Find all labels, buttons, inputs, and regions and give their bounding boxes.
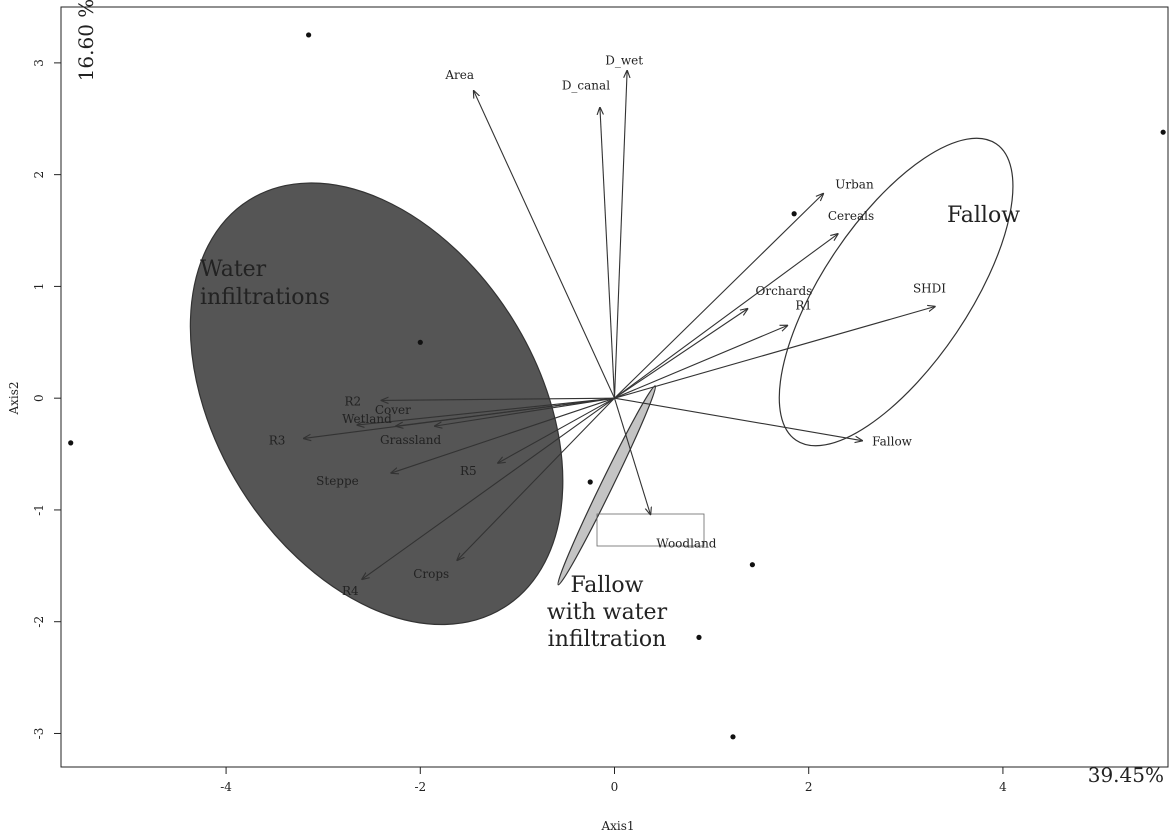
vector-label-r4: R4	[342, 584, 359, 598]
y-axis-title: Axis2	[7, 381, 21, 415]
vector-d-canal	[600, 108, 616, 399]
site-point-5	[68, 440, 74, 446]
vector-cover	[435, 397, 615, 426]
x-tick-label: -4	[220, 780, 232, 794]
group-label-line: Fallow	[947, 203, 1020, 228]
site-point-6	[587, 479, 593, 485]
vector-label-r5: R5	[460, 464, 477, 478]
vector-fallow	[614, 397, 863, 440]
vector-r5	[498, 397, 615, 463]
vector-label-grassland: Grassland	[380, 433, 442, 447]
vector-cereals	[614, 234, 838, 399]
vector-label-woodland: Woodland	[656, 536, 716, 550]
vector-wetland	[357, 397, 615, 425]
vector-grassland	[396, 397, 615, 426]
y-tick-label: -2	[32, 616, 46, 628]
group-ellipse-fallow-with-water-infiltration	[557, 385, 657, 586]
group-label-line: infiltration	[548, 627, 667, 652]
group-label-line: with water	[547, 600, 668, 625]
group-label-line: Fallow	[570, 573, 643, 598]
x-tick-label: 4	[999, 780, 1007, 794]
site-point-3	[791, 211, 797, 217]
group-label-fallow: Fallow	[947, 203, 1020, 228]
vector-urban	[614, 194, 824, 399]
site-point-1	[306, 32, 312, 38]
site-point-8	[696, 634, 702, 640]
group-label-line: infiltrations	[200, 285, 330, 310]
site-point-4	[417, 339, 423, 345]
vector-label-fallow: Fallow	[872, 435, 913, 449]
vector-label-steppe: Steppe	[316, 474, 359, 488]
vector-label-r2: R2	[344, 394, 361, 408]
vector-orchards	[614, 309, 748, 399]
vector-r1	[614, 326, 788, 399]
vector-label-crops: Crops	[413, 567, 449, 581]
vector-label-urban: Urban	[835, 178, 874, 192]
y-tick-label: 1	[32, 283, 46, 291]
vector-label-cover: Cover	[375, 403, 411, 417]
vector-steppe	[391, 397, 615, 473]
group-label-line: Water	[200, 257, 267, 282]
x-tick-label: -2	[414, 780, 426, 794]
axis2-variance-label: 16.60 %	[74, 0, 98, 81]
group-ellipse-water-infiltrations	[189, 182, 564, 626]
vector-label-shdi: SHDI	[913, 282, 946, 296]
group-ellipse-fallow	[778, 137, 1014, 447]
vector-woodland	[613, 398, 651, 514]
x-tick-label: 0	[611, 780, 619, 794]
x-axis-title: Axis1	[600, 819, 634, 833]
vector-label-r3: R3	[269, 433, 286, 447]
vector-label-cereals: Cereals	[828, 209, 874, 223]
group-label-fallow-with-water-infiltration: Fallow with water infiltration	[547, 573, 668, 652]
y-tick-label: 0	[32, 394, 46, 402]
vector-label-area: Area	[444, 68, 474, 82]
axis1-variance-label: 39.45%	[1088, 763, 1164, 787]
vector-crops	[457, 397, 615, 560]
vector-label-wetland: Wetland	[342, 412, 392, 426]
vector-label-d-wet: D_wet	[605, 54, 643, 68]
vector-label-r1: R1	[795, 299, 812, 313]
x-tick-label: 2	[805, 780, 813, 794]
vector-r4	[362, 397, 615, 579]
y-tick-label: -3	[32, 728, 46, 740]
vector-label-orchards: Orchards	[756, 284, 813, 298]
site-point-2	[1160, 129, 1166, 135]
axes: -4 -2 0 2 4 -3 -2 -1 0 1 2 3	[32, 6, 1169, 794]
vector-label-d-canal: D_canal	[562, 79, 610, 93]
y-tick-label: 2	[32, 171, 46, 179]
group-label-water-infiltrations: Water infiltrations	[200, 257, 330, 310]
site-point-7	[749, 562, 755, 568]
y-tick-label: -1	[32, 504, 46, 516]
y-tick-label: 3	[32, 59, 46, 67]
vector-r2	[381, 398, 615, 400]
vector-shdi	[614, 307, 935, 399]
vector-area	[474, 91, 616, 399]
site-points	[68, 32, 1166, 740]
vector-d-wet	[613, 71, 628, 399]
group-ellipses	[189, 137, 1014, 626]
site-point-9	[730, 734, 736, 740]
